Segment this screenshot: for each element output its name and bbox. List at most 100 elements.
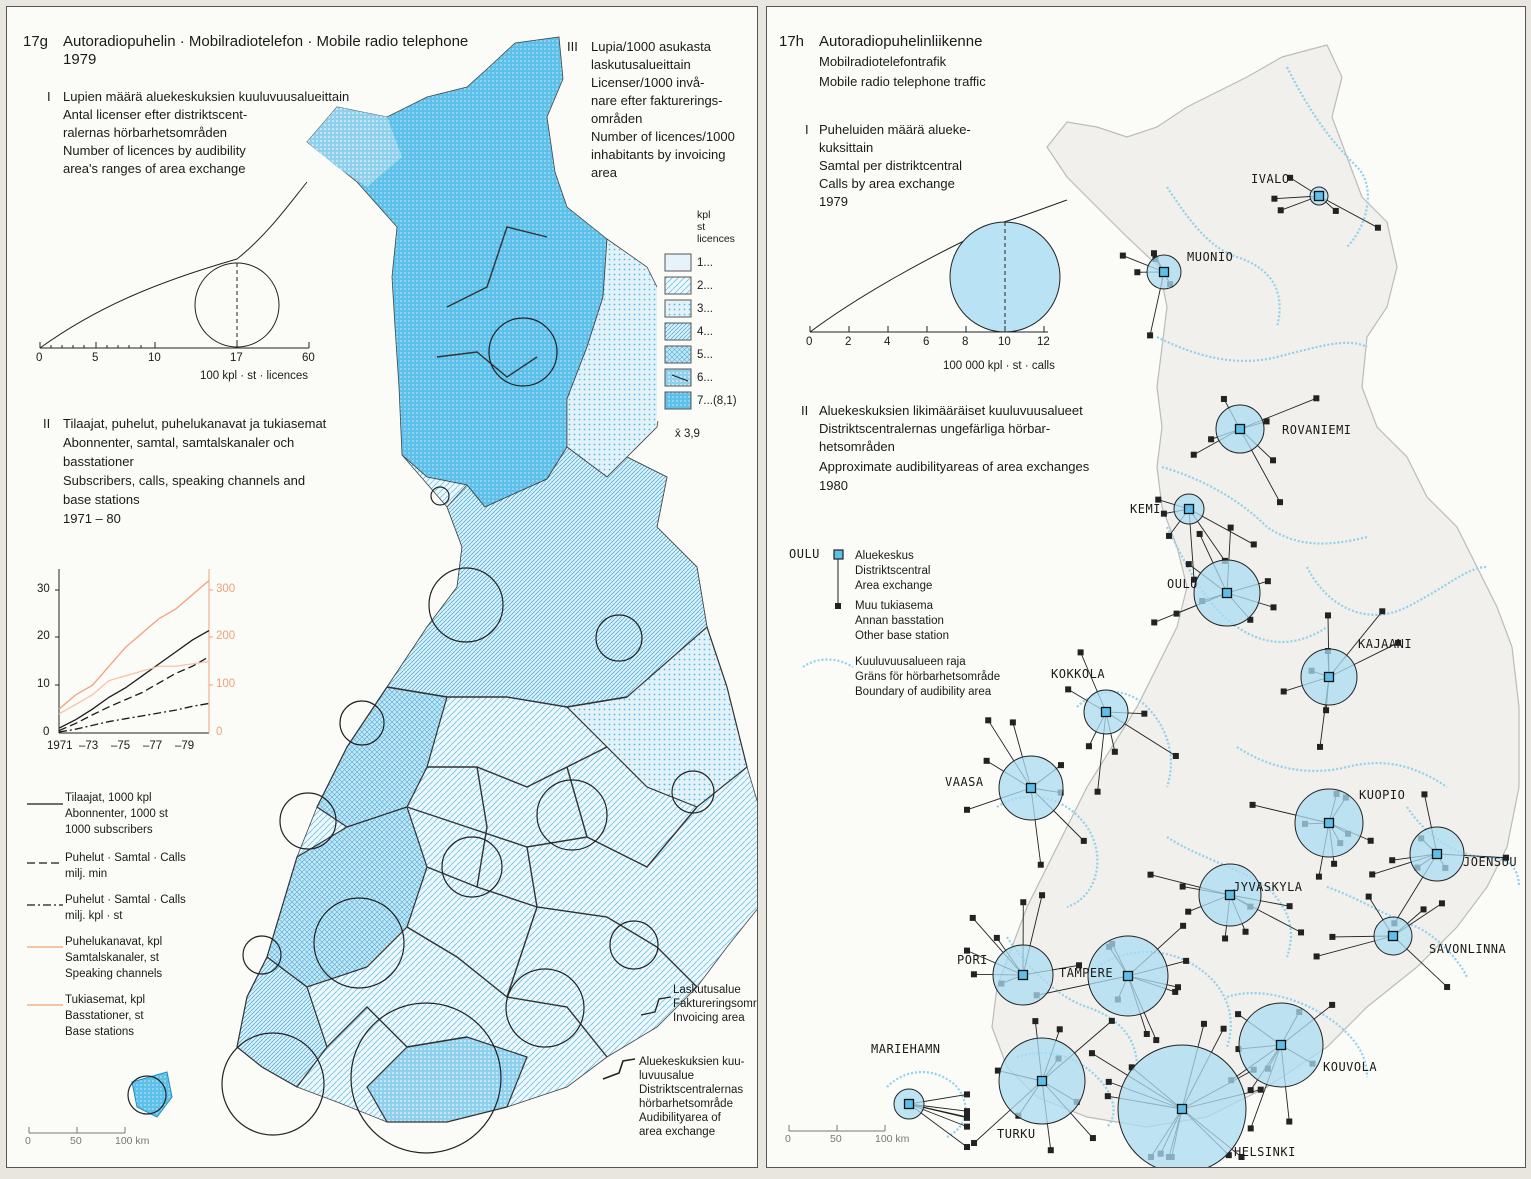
- class-label: 7...(8,1): [697, 395, 737, 407]
- base-station-marker: [1503, 854, 1510, 861]
- base-station-marker: [1374, 224, 1381, 231]
- area-exchange-marker: [1387, 930, 1399, 942]
- audibility-legend: Audibilityarea of: [639, 1112, 721, 1124]
- legend-exchange: Area exchange: [855, 580, 933, 592]
- area-exchange-marker: [1323, 817, 1335, 829]
- base-station-marker: [964, 1091, 970, 1098]
- legend-calls-count: Puhelut · Samtal · Calls: [65, 894, 186, 906]
- scale-label: 50: [70, 1135, 82, 1147]
- base-station-marker: [1323, 707, 1330, 714]
- y2-tick: 0: [216, 726, 223, 738]
- base-station-marker: [1438, 900, 1445, 907]
- area-exchange-marker: [1221, 587, 1233, 599]
- base-station-marker: [1134, 269, 1141, 276]
- base-station-marker: [994, 1067, 1001, 1074]
- class-label: 5...: [697, 349, 713, 361]
- base-station-marker: [1225, 1152, 1232, 1159]
- area-exchange-marker: [1183, 503, 1195, 515]
- legend-oulu: OULU: [789, 547, 820, 561]
- city-label: KUOPIO: [1359, 788, 1406, 802]
- calls-count-line: [58, 702, 210, 733]
- area-exchange-marker: [1224, 889, 1236, 901]
- section-I-line: Number of licences by audibility: [63, 143, 246, 158]
- legend-boundary: Boundary of audibility area: [855, 686, 992, 698]
- base-station-marker: [1298, 929, 1305, 936]
- base-station-marker: [1420, 906, 1427, 913]
- base-station-marker: [1147, 871, 1154, 878]
- base-station-marker: [1331, 860, 1338, 867]
- class-label: 4...: [697, 326, 713, 338]
- base-station-marker: [1379, 608, 1386, 615]
- calls-min-line: [58, 656, 210, 732]
- panel-17g: 17g Autoradiopuhelin · Mobilradiotelefon…: [6, 6, 758, 1168]
- area-exchange-marker: [1431, 848, 1443, 860]
- class-label: 1...: [697, 257, 713, 269]
- section-II-line: hetsområden: [819, 439, 895, 454]
- base-station-marker: [983, 757, 990, 764]
- base-station-marker: [1286, 903, 1293, 910]
- y-tick: 0: [43, 726, 50, 738]
- base-station-marker: [1395, 639, 1402, 646]
- base-station-marker: [1032, 1018, 1039, 1025]
- scale-tick: 0: [806, 336, 813, 348]
- base-station-marker: [1155, 496, 1162, 503]
- base-station-marker: [1020, 899, 1027, 906]
- base-station-marker: [985, 717, 992, 724]
- legend-calls-min: milj. min: [65, 868, 108, 880]
- section-II-line: Distriktscentralernas ungefärliga hörbar…: [819, 421, 1051, 436]
- area-exchange-marker: [1313, 190, 1325, 202]
- base-station-marker: [1153, 1037, 1160, 1044]
- base-station-marker: [1280, 688, 1287, 695]
- base-station-marker: [1196, 530, 1203, 537]
- section-III-line: Number of licences/1000: [591, 129, 735, 144]
- legend-subscribers: Tilaajat, 1000 kpl: [65, 792, 152, 804]
- base-station-marker: [1220, 395, 1227, 402]
- area-exchange-marker: [1234, 423, 1246, 435]
- base-station-marker: [1105, 1078, 1112, 1085]
- traffic-map: [788, 44, 1521, 1167]
- base-station-marker: [1276, 499, 1283, 506]
- legend-exchange: Distriktscentral: [855, 565, 931, 577]
- base-station-marker: [1257, 1086, 1264, 1093]
- city-label: KOKKOLA: [1051, 667, 1106, 681]
- legend-base: Annan basstation: [855, 615, 944, 627]
- base-station-marker: [1037, 861, 1044, 868]
- panel-title: Autoradiopuhelin · Mobilradiotelefon · M…: [63, 33, 469, 50]
- section-II-line: Aluekeskuksien likimääräiset kuuluvuusal…: [819, 403, 1083, 418]
- base-station-marker: [993, 934, 1000, 941]
- city-label: SAVONLINNA: [1429, 942, 1507, 956]
- base-station-marker: [1191, 576, 1198, 583]
- city-label: PORI: [957, 953, 988, 967]
- section-I-line: Antal licenser efter distriktscent-: [63, 107, 248, 122]
- area-exchange-marker: [1036, 1075, 1048, 1087]
- x-tick: –75: [111, 740, 131, 752]
- legend-base: Muu tukiasema: [855, 600, 933, 612]
- base-station-marker: [1039, 892, 1046, 899]
- section-III-line: Lupia/1000 asukasta: [591, 39, 711, 54]
- section-I-line: ralernas hörbarhetsområden: [63, 125, 228, 140]
- city-label: JYVASKYLA: [1233, 880, 1303, 894]
- section-II-line: base stations: [63, 492, 140, 507]
- base-station-marker: [1332, 207, 1339, 214]
- base-station-marker: [1369, 871, 1376, 878]
- section-I-line: Lupien määrä aluekeskuksien kuuluvuusalu…: [63, 89, 350, 104]
- base-station-marker: [1317, 743, 1324, 750]
- scale-unit: 100 000 kpl · st · calls: [943, 360, 1055, 372]
- class-label: 3...: [697, 303, 713, 315]
- city-label: MUONIO: [1187, 250, 1234, 264]
- scale-label: 100 km: [875, 1133, 910, 1145]
- base-station-marker: [1190, 451, 1197, 458]
- class-label: 2...: [697, 280, 713, 292]
- time-series-lines: [58, 579, 210, 733]
- area-exchange-marker: [1158, 266, 1170, 278]
- legend-boundary: Kuuluvuusalueen raja: [855, 656, 966, 668]
- legend-channels: Puhelukanavat, kpl: [65, 936, 163, 948]
- section-II-num: II: [801, 403, 809, 418]
- city-label: KOUVOLA: [1323, 1060, 1378, 1074]
- panel-17h: 17h Autoradiopuhelinliikenne Mobilradiot…: [766, 6, 1526, 1168]
- base-station-marker: [1200, 1020, 1207, 1027]
- scale-tick: 2: [845, 336, 852, 348]
- section-III-box: [565, 35, 757, 190]
- section-III-line: Licenser/1000 invå-: [591, 75, 705, 90]
- licence-scale: [39, 181, 310, 349]
